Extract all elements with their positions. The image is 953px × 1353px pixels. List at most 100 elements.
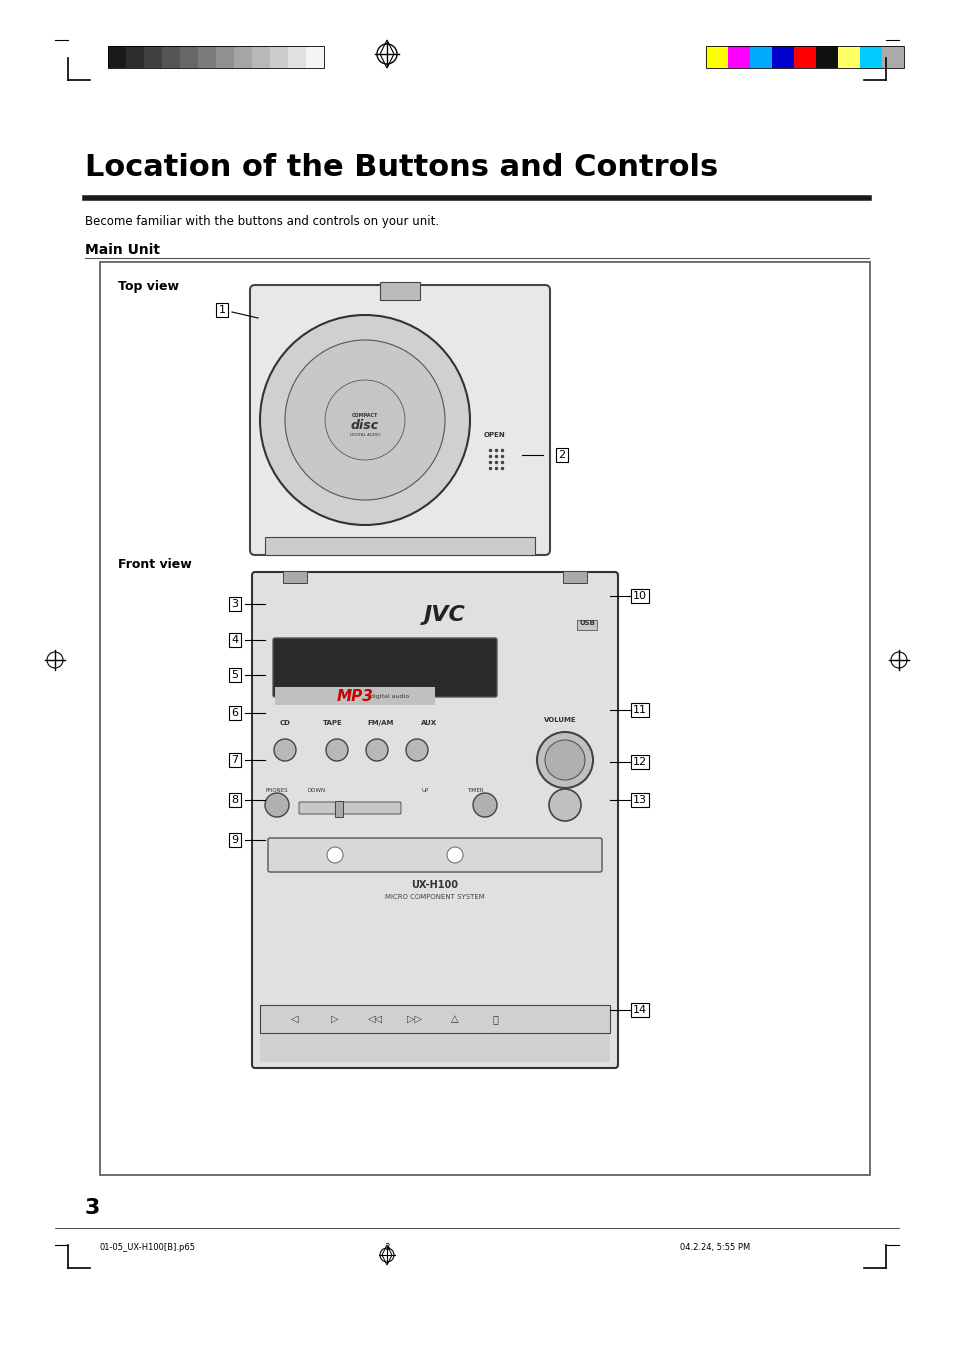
Text: 5: 5 xyxy=(232,670,238,681)
Bar xyxy=(283,571,307,583)
Circle shape xyxy=(326,739,348,760)
Text: 8: 8 xyxy=(232,796,238,805)
Bar xyxy=(705,46,727,68)
Text: 11: 11 xyxy=(633,705,646,714)
Text: 9: 9 xyxy=(232,835,238,846)
Bar xyxy=(379,281,419,300)
Bar xyxy=(815,46,837,68)
FancyBboxPatch shape xyxy=(252,572,618,1068)
Text: OPEN: OPEN xyxy=(483,432,505,438)
Circle shape xyxy=(325,380,405,460)
Text: △: △ xyxy=(451,1013,458,1024)
Bar xyxy=(180,46,198,68)
Text: ▷: ▷ xyxy=(331,1013,338,1024)
Bar xyxy=(562,571,586,583)
Bar xyxy=(265,537,535,555)
Bar xyxy=(100,262,869,1174)
Text: 3: 3 xyxy=(232,599,238,609)
Text: JVC: JVC xyxy=(424,605,465,625)
Bar xyxy=(882,46,903,68)
Circle shape xyxy=(366,739,388,760)
Circle shape xyxy=(447,847,462,863)
Text: TAPE: TAPE xyxy=(323,720,342,727)
Text: Location of the Buttons and Controls: Location of the Buttons and Controls xyxy=(85,153,718,183)
FancyBboxPatch shape xyxy=(273,639,497,697)
Text: 3: 3 xyxy=(384,1243,389,1252)
Bar xyxy=(793,46,815,68)
Bar xyxy=(771,46,793,68)
Text: disc: disc xyxy=(351,418,378,432)
Text: DOWN: DOWN xyxy=(308,787,326,793)
Text: USB: USB xyxy=(578,620,595,626)
Bar xyxy=(252,46,270,68)
FancyBboxPatch shape xyxy=(298,802,400,815)
Text: Top view: Top view xyxy=(118,280,179,294)
Text: ⏸: ⏸ xyxy=(492,1013,497,1024)
Text: UX-H100: UX-H100 xyxy=(411,879,458,890)
Text: Main Unit: Main Unit xyxy=(85,244,160,257)
Text: 1: 1 xyxy=(218,304,225,315)
Bar xyxy=(749,46,771,68)
Text: FM/AM: FM/AM xyxy=(368,720,394,727)
Bar xyxy=(288,46,306,68)
Text: 12: 12 xyxy=(632,756,646,767)
Text: Become familiar with the buttons and controls on your unit.: Become familiar with the buttons and con… xyxy=(85,215,438,229)
Bar xyxy=(260,1005,609,1032)
FancyBboxPatch shape xyxy=(268,838,601,871)
Text: 4: 4 xyxy=(232,635,238,645)
Text: 3: 3 xyxy=(85,1197,100,1218)
Circle shape xyxy=(327,847,343,863)
Text: DIGITAL AUDIO: DIGITAL AUDIO xyxy=(350,433,380,437)
Bar xyxy=(215,46,233,68)
Bar xyxy=(274,687,435,705)
Circle shape xyxy=(548,789,580,821)
Text: PHONES: PHONES xyxy=(265,787,288,793)
Bar xyxy=(126,46,144,68)
Bar xyxy=(198,46,215,68)
Text: COMPACT: COMPACT xyxy=(352,413,377,418)
Text: 6: 6 xyxy=(232,708,238,718)
Text: MICRO COMPONENT SYSTEM: MICRO COMPONENT SYSTEM xyxy=(385,894,484,900)
Text: AUX: AUX xyxy=(420,720,436,727)
Bar xyxy=(837,46,859,68)
Circle shape xyxy=(406,739,428,760)
Circle shape xyxy=(473,793,497,817)
Text: 14: 14 xyxy=(632,1005,646,1015)
Text: 2: 2 xyxy=(558,451,565,460)
Text: TIMER: TIMER xyxy=(466,787,483,793)
Text: 7: 7 xyxy=(232,755,238,764)
Text: VOLUME: VOLUME xyxy=(543,717,576,723)
Bar xyxy=(108,46,126,68)
Text: MP3: MP3 xyxy=(336,689,373,704)
Text: 10: 10 xyxy=(633,591,646,601)
Circle shape xyxy=(260,315,470,525)
Bar xyxy=(727,46,749,68)
Text: ▷▷: ▷▷ xyxy=(407,1013,422,1024)
Bar xyxy=(162,46,180,68)
Text: UP: UP xyxy=(421,787,428,793)
Text: 01-05_UX-H100[B].p65: 01-05_UX-H100[B].p65 xyxy=(100,1243,195,1252)
Text: 13: 13 xyxy=(633,796,646,805)
Text: ◁◁: ◁◁ xyxy=(367,1013,382,1024)
Bar xyxy=(270,46,288,68)
Circle shape xyxy=(285,340,444,501)
Circle shape xyxy=(537,732,593,787)
Circle shape xyxy=(347,402,382,438)
Text: 04.2.24, 5:55 PM: 04.2.24, 5:55 PM xyxy=(679,1243,749,1252)
Text: Front view: Front view xyxy=(118,557,192,571)
Bar xyxy=(335,801,343,817)
Bar xyxy=(144,46,162,68)
Circle shape xyxy=(274,739,295,760)
Bar xyxy=(859,46,882,68)
Circle shape xyxy=(265,793,289,817)
Text: ◁: ◁ xyxy=(291,1013,298,1024)
Bar xyxy=(705,46,903,68)
FancyBboxPatch shape xyxy=(250,285,550,555)
Bar xyxy=(233,46,252,68)
Bar xyxy=(306,46,324,68)
Circle shape xyxy=(544,740,584,779)
Bar xyxy=(108,46,324,68)
Bar xyxy=(260,1032,609,1062)
Text: CD: CD xyxy=(279,720,290,727)
Text: digital audio: digital audio xyxy=(370,694,409,698)
